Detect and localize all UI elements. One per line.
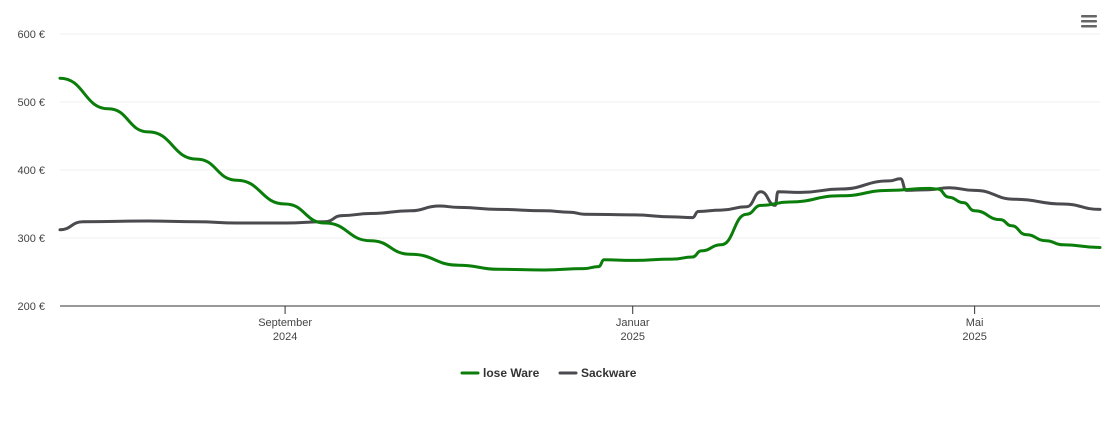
y-axis: 200 € 300 € 400 € 500 € 600 € xyxy=(17,29,45,313)
legend: lose Ware Sackware xyxy=(460,366,637,380)
legend-item[interactable]: Sackware xyxy=(558,366,637,380)
series-lines xyxy=(58,76,1102,272)
y-tick-label: 600 € xyxy=(17,29,45,41)
series-line-sackware[interactable] xyxy=(58,177,1102,232)
legend-label: lose Ware xyxy=(483,366,540,380)
y-tick-label: 200 € xyxy=(17,301,45,313)
grid-lines xyxy=(60,33,1100,239)
legend-item[interactable]: lose Ware xyxy=(460,366,540,380)
x-tick-label-year: 2025 xyxy=(962,331,986,343)
x-tick-label-month: Januar xyxy=(616,317,650,329)
legend-label: Sackware xyxy=(581,366,637,380)
x-tick-label-year: 2024 xyxy=(273,331,297,343)
x-tick-label-year: 2025 xyxy=(620,331,644,343)
y-tick-label: 300 € xyxy=(17,233,45,245)
y-tick-label: 500 € xyxy=(17,97,45,109)
series-line-lose-ware[interactable] xyxy=(58,76,1102,272)
hamburger-menu-icon[interactable] xyxy=(1078,10,1100,32)
x-tick-label-month: Mai xyxy=(966,317,984,329)
x-tick-label-month: September xyxy=(258,317,312,329)
x-axis: September 2024 Januar 2025 Mai 2025 xyxy=(60,305,1100,343)
y-tick-label: 400 € xyxy=(17,165,45,177)
